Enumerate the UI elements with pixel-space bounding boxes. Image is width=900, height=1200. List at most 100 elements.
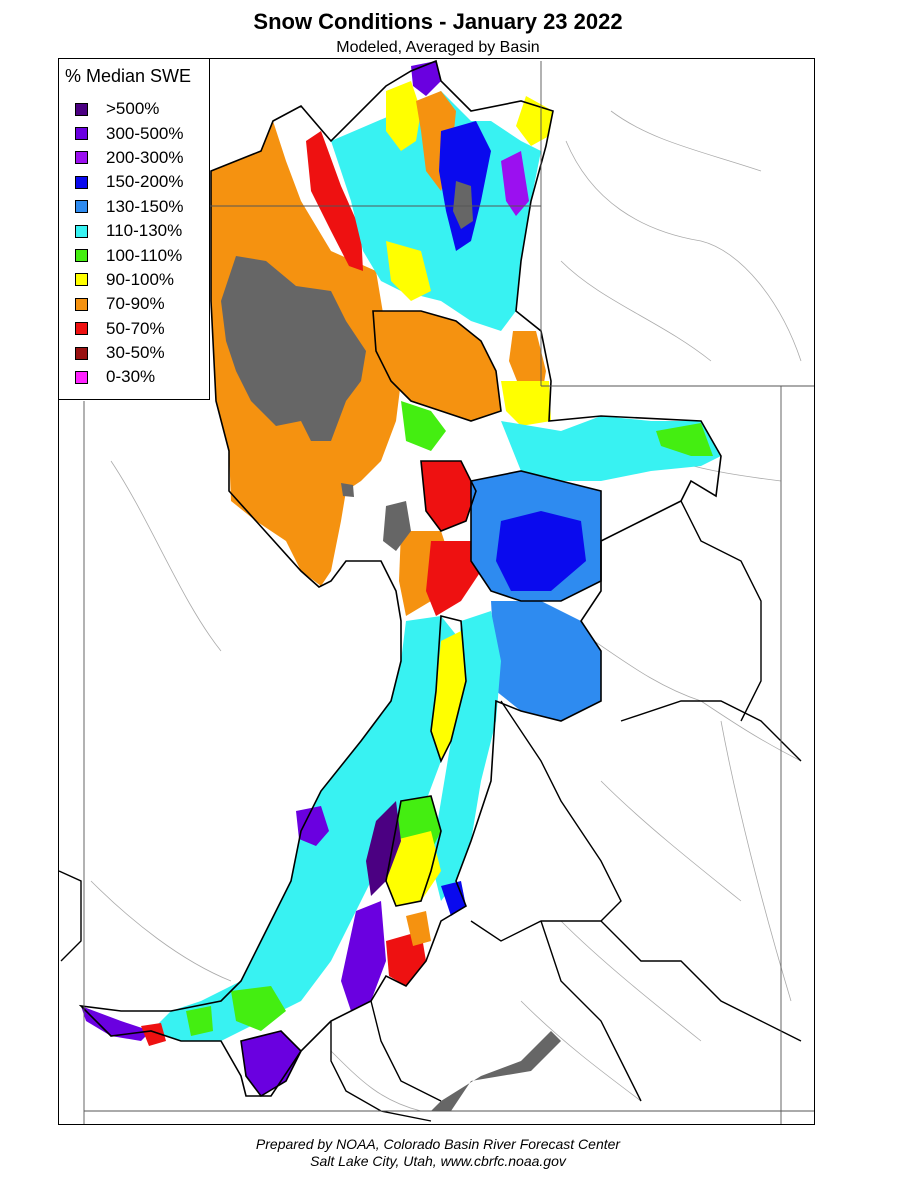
legend-item: 110-130% — [75, 219, 184, 243]
basin-orange-southeast — [406, 911, 431, 946]
boundary-inner-1 — [372, 310, 502, 422]
river-line — [610, 110, 762, 172]
great-salt-lake — [221, 256, 366, 441]
map-area — [58, 58, 815, 1125]
basin-yellow-spine — [431, 631, 466, 761]
basin-purple-top — [411, 61, 441, 96]
legend-item: 0-30% — [75, 365, 184, 389]
basin-boundaries — [78, 59, 722, 1098]
basin-red-central — [421, 461, 476, 531]
legend-item: 200-300% — [75, 146, 184, 170]
legend-item: >500% — [75, 97, 184, 121]
outer-basin-line — [540, 920, 642, 1102]
bear-lake — [453, 181, 473, 229]
river-line — [720, 720, 792, 1002]
basin-purple-far-sw — [81, 1006, 151, 1041]
outer-basin-line — [680, 500, 762, 722]
legend-label: 0-30% — [106, 367, 156, 387]
map-subtitle: Modeled, Averaged by Basin — [336, 39, 540, 56]
boundary-outer — [78, 59, 722, 1097]
legend-swatch — [75, 127, 88, 141]
basin-green-southwest — [231, 986, 286, 1031]
outer-basin-line — [370, 1000, 442, 1102]
utah-lake — [383, 501, 411, 551]
basin-yellow-north — [386, 81, 421, 151]
legend-item: 300-500% — [75, 121, 184, 145]
basin-green-east — [656, 423, 713, 456]
legend-item: 30-50% — [75, 341, 184, 365]
river-line — [560, 920, 702, 1042]
legend-item: 150-200% — [75, 170, 184, 194]
river-line — [110, 460, 222, 652]
boundary-inner-5 — [240, 1030, 302, 1098]
legend-label: 200-300% — [106, 147, 184, 167]
outer-basin-line — [470, 700, 622, 942]
basin-yellow-central — [501, 381, 551, 426]
outer-basin-line — [620, 700, 802, 762]
basin-orange-central — [373, 311, 501, 421]
basin-darkpurple-spine — [366, 801, 401, 896]
basin-red-south-central — [426, 541, 481, 616]
river-network — [90, 110, 802, 1112]
basin-blue-uinta — [496, 511, 586, 591]
boundary-inner-6 — [420, 460, 477, 532]
legend-list: >500% 300-500% 200-300% 150-200% 130-150… — [75, 97, 184, 390]
legend-swatch — [75, 200, 88, 214]
basin-green-sw2 — [186, 1006, 213, 1036]
legend-label: 90-100% — [106, 269, 175, 289]
legend-label: 30-50% — [106, 343, 165, 363]
boundary-inner-2 — [470, 470, 602, 602]
river-line — [520, 1000, 642, 1102]
legend-swatch — [75, 273, 88, 287]
basin-yellow-mid — [386, 241, 431, 301]
legend-swatch — [75, 224, 88, 238]
footer-line-1: Prepared by NOAA, Colorado Basin River F… — [255, 1136, 621, 1152]
outer-basin-line — [330, 1021, 432, 1122]
basin-green-central — [401, 401, 446, 451]
lakes — [221, 181, 561, 1111]
legend-label: 300-500% — [106, 123, 184, 143]
basin-cyan-spine-east — [431, 611, 501, 901]
legend-label: 130-150% — [106, 196, 184, 216]
basin-lightblue-south — [491, 601, 601, 721]
map-svg — [59, 59, 814, 1124]
legend-label: 70-90% — [106, 294, 165, 314]
outer-basin-line — [59, 870, 82, 962]
map-title: Snow Conditions - January 23 2022 — [253, 9, 623, 34]
river-line — [600, 780, 742, 902]
legend-item: 50-70% — [75, 317, 184, 341]
footer-line-2: Salt Lake City, Utah, www.cbrfc.noaa.gov — [310, 1153, 566, 1169]
legend-swatch — [75, 249, 88, 263]
legend-item: 90-100% — [75, 268, 184, 292]
basin-red-north — [306, 131, 363, 271]
outer-basin-line — [600, 920, 802, 1042]
lake-powell — [431, 1031, 561, 1111]
river-line — [90, 880, 232, 982]
legend: % Median SWE >500% 300-500% 200-300% 150… — [58, 58, 210, 400]
river-line — [330, 1050, 422, 1112]
legend-swatch — [75, 346, 88, 360]
legend-label: 150-200% — [106, 172, 184, 192]
legend-label: 110-130% — [106, 221, 183, 241]
basin-purple-south — [341, 901, 386, 1011]
legend-swatch — [75, 297, 88, 311]
river-line — [565, 140, 802, 362]
legend-label: >500% — [106, 99, 160, 119]
footer-credit: Prepared by NOAA, Colorado Basin River F… — [0, 1136, 876, 1170]
outer-basins — [59, 500, 802, 1122]
legend-swatch — [75, 322, 88, 336]
legend-label: 100-110% — [106, 245, 183, 265]
boundary-inner-3 — [430, 614, 467, 764]
basin-purple-north — [501, 151, 529, 216]
legend-label: 50-70% — [106, 318, 165, 338]
basin-purple-west — [296, 806, 329, 846]
legend-item: 100-110% — [75, 243, 184, 267]
legend-title: % Median SWE — [65, 66, 192, 86]
basin-yellow-south — [386, 831, 441, 906]
legend-item: 70-90% — [75, 292, 184, 316]
legend-swatch — [75, 102, 88, 116]
legend-item: 130-150% — [75, 195, 184, 219]
legend-swatch — [75, 151, 88, 165]
river-line — [560, 260, 712, 362]
legend-swatch — [75, 175, 88, 189]
